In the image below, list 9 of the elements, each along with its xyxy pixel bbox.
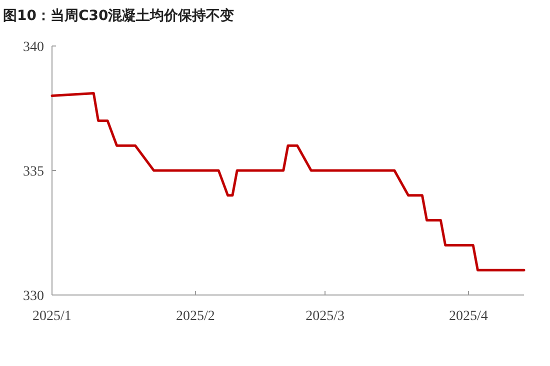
x-tick-label: 2025/3: [306, 309, 344, 324]
chart-title: 图10：当周C30混凝土均价保持不变: [3, 7, 234, 24]
x-tick-label: 2025/4: [449, 309, 488, 324]
line-series: [50, 92, 526, 272]
y-tick-label: 330: [23, 289, 44, 304]
y-tick-label: 340: [23, 40, 44, 55]
y-tick-label: 335: [23, 164, 44, 180]
x-tick-label: 2025/2: [176, 309, 215, 324]
x-tick-label: 2025/1: [32, 309, 72, 324]
